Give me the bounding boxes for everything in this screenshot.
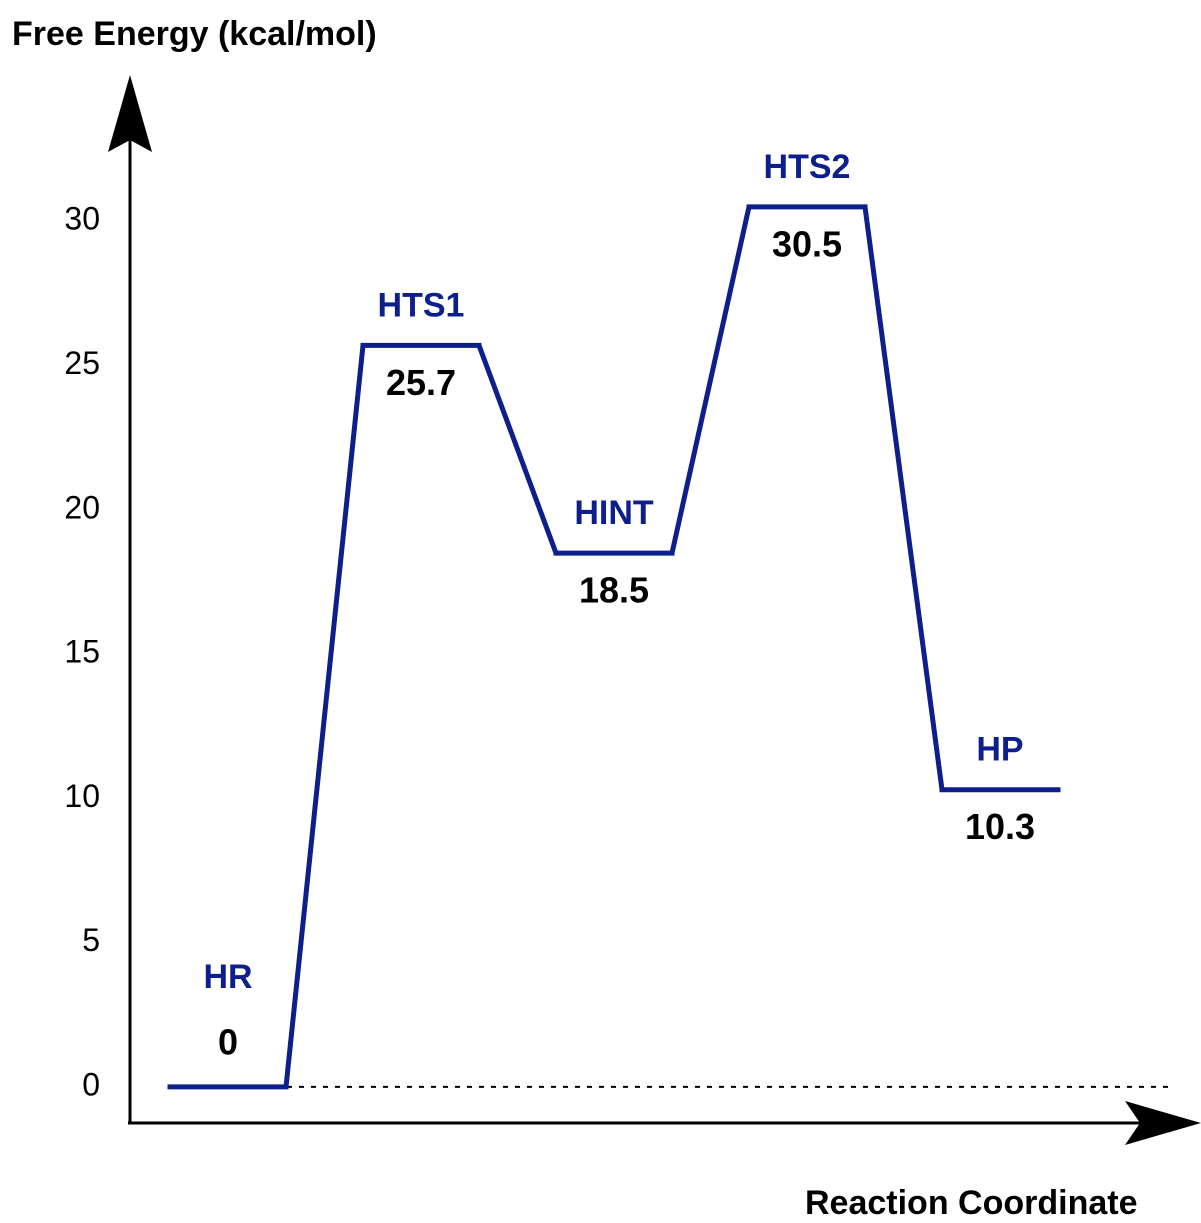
state-label: HTS2 — [764, 148, 851, 186]
x-axis-arrow — [1125, 1101, 1201, 1145]
y-tick-label: 15 — [64, 634, 100, 670]
y-tick-label: 25 — [64, 345, 100, 381]
y-tick-label: 20 — [64, 489, 100, 525]
connector — [669, 206, 752, 554]
state-label: HR — [203, 958, 252, 996]
connector — [476, 344, 559, 554]
x-axis-title: Reaction Coordinate — [805, 1184, 1137, 1222]
value-label: 10.3 — [965, 806, 1035, 847]
value-label: 25.7 — [386, 362, 456, 403]
connector — [283, 345, 366, 1088]
value-label: 30.5 — [772, 223, 842, 264]
y-axis-title: Free Energy (kcal/mol) — [12, 15, 377, 53]
y-tick-label: 0 — [82, 1066, 100, 1102]
state-label: HP — [976, 731, 1023, 769]
value-label: 18.5 — [579, 570, 649, 611]
state-label: HINT — [574, 494, 654, 532]
value-label: 0 — [218, 1021, 238, 1062]
y-tick-label: 10 — [64, 778, 100, 814]
state-label: HTS1 — [378, 286, 465, 324]
y-tick-label: 30 — [64, 201, 100, 237]
y-tick-label: 5 — [82, 922, 100, 958]
y-axis-arrow — [108, 75, 152, 152]
connector — [862, 206, 945, 791]
